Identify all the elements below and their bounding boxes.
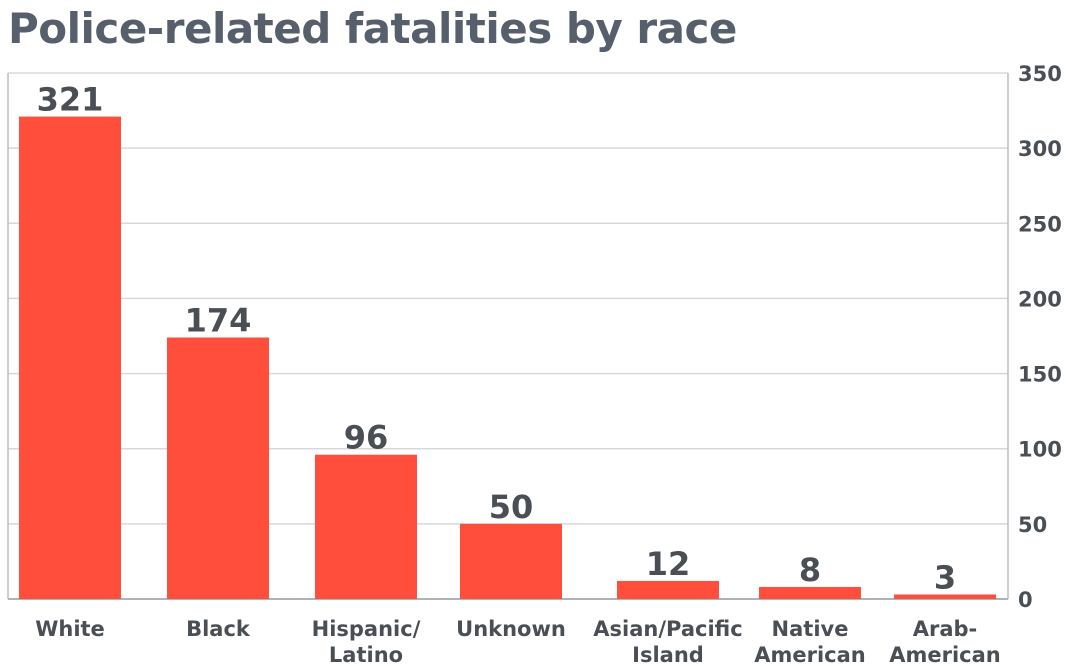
category-label-2-1: Latino [329,643,403,666]
y-tick-label-0: 0 [1018,588,1033,612]
y-tick-label-150: 150 [1018,363,1062,387]
y-tick-label-300: 300 [1018,137,1062,161]
data-label-6: 3 [934,558,956,596]
data-label-2: 96 [344,419,389,457]
bar-0 [19,116,121,599]
category-label-5-1: American [754,643,866,666]
category-label-6-0: Arab- [913,617,978,641]
y-axis: 0 50 100 150 200 250 300 350 [1018,62,1062,612]
bar-3 [460,523,562,599]
bar-6 [894,594,996,599]
y-tick-label-200: 200 [1018,287,1062,311]
category-label-6-1: American [889,643,1001,666]
y-tick-label-100: 100 [1018,438,1062,462]
category-label-4-1: Island [632,643,704,666]
category-label-5-0: Native [772,617,849,641]
data-label-4: 12 [646,545,691,583]
y-tick-label-250: 250 [1018,212,1062,236]
data-label-5: 8 [799,551,821,589]
bar-5 [759,586,861,599]
data-label-3: 50 [489,488,534,526]
category-label-3-0: Unknown [456,617,566,641]
chart-title: Police-related fatalities by race [8,4,737,53]
labels: 321 White 174 Black 96 Hispanic/Latino 50 Unkno… [35,81,1001,666]
y-tick-label-50: 50 [1018,513,1047,537]
bar-4 [617,580,719,599]
category-label-1-0: Black [186,617,251,641]
category-label-4-0: Asian/Pacific [593,617,742,641]
data-label-1: 174 [185,302,252,340]
bar-1 [167,337,269,599]
data-label-0: 321 [37,81,104,119]
bar-2 [315,454,417,599]
y-tick-label-350: 350 [1018,62,1062,86]
bars [19,116,996,599]
category-label-2-0: Hispanic/ [312,617,421,641]
category-label-0-0: White [35,617,105,641]
